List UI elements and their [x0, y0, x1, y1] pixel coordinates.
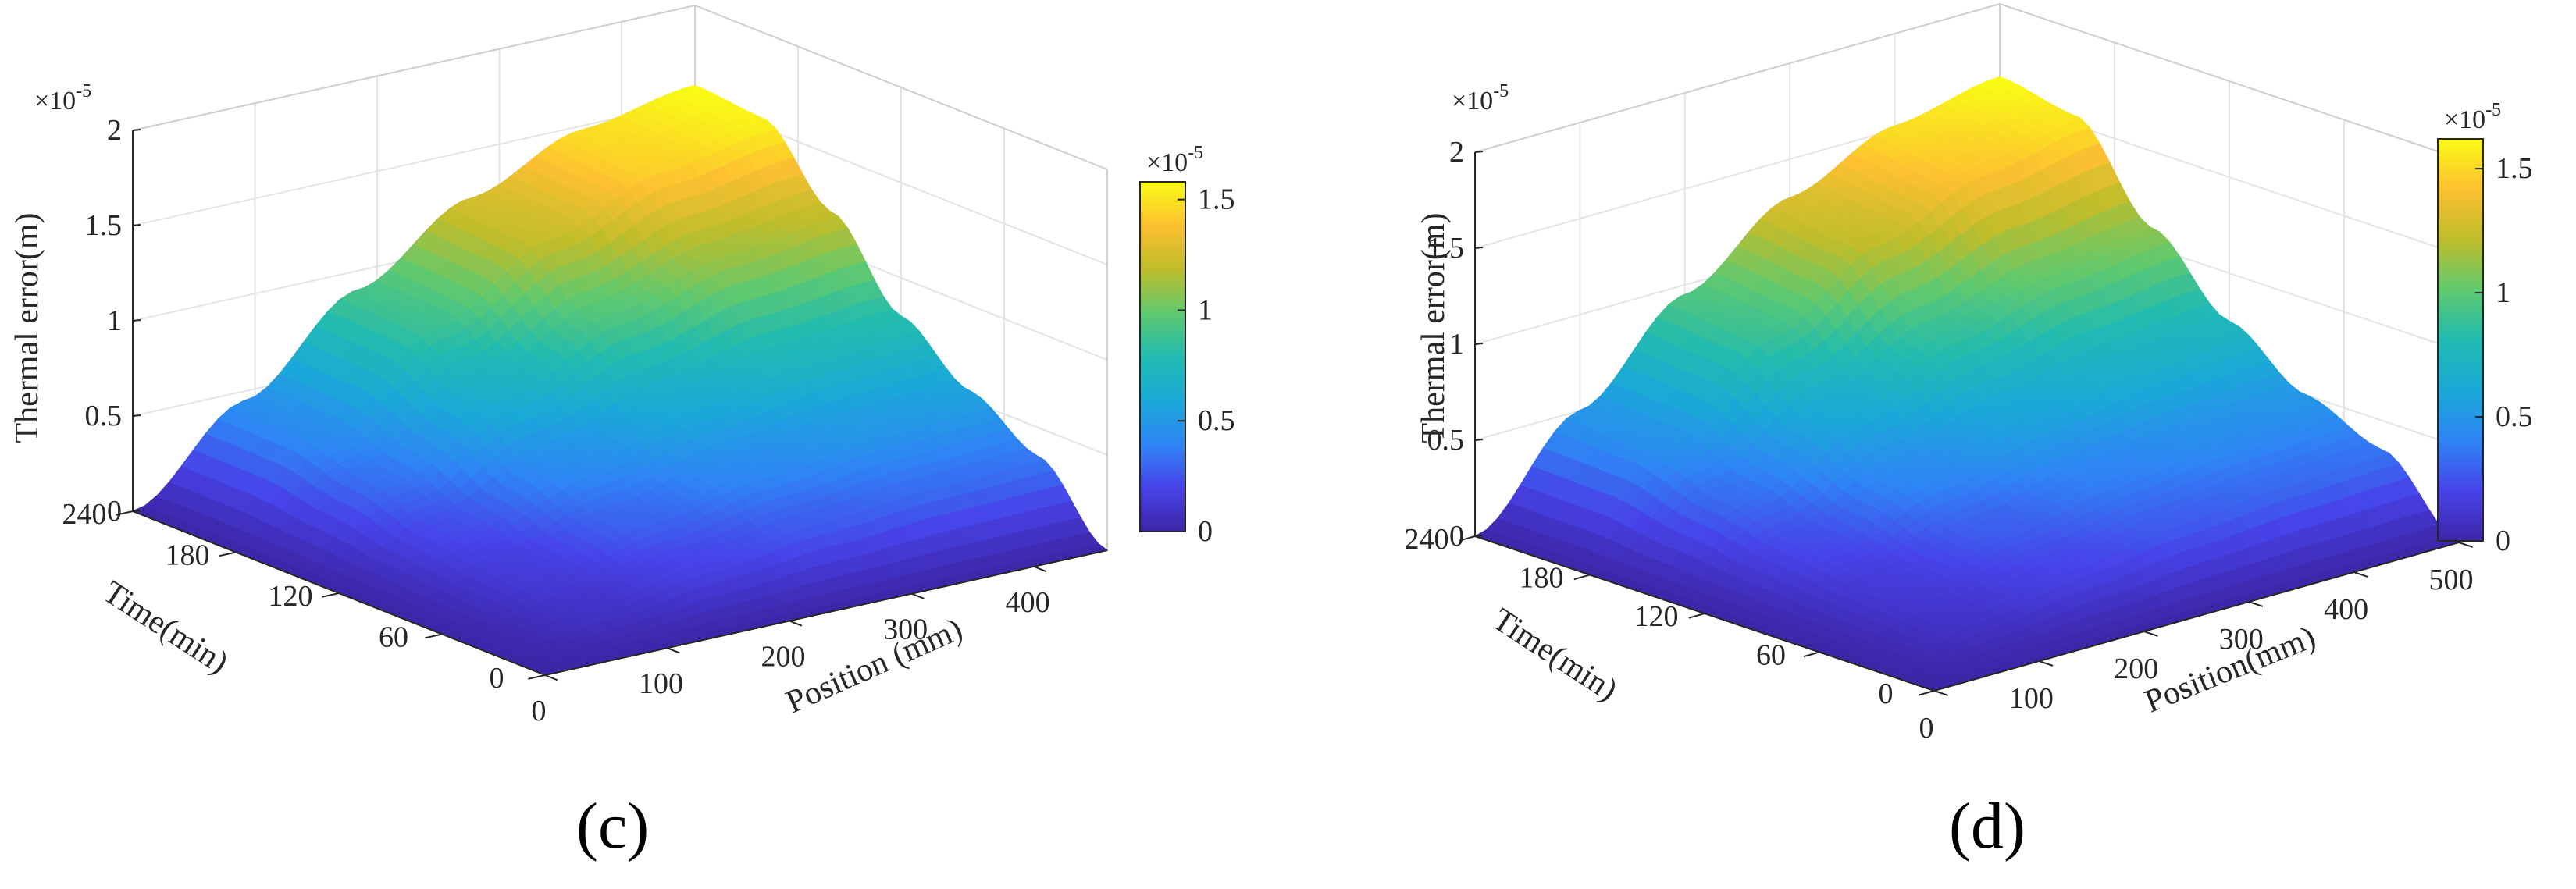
- x-tick-label: 100: [639, 667, 683, 700]
- colorbar-gradient: [2437, 138, 2484, 542]
- z-tick-label: 2: [1449, 136, 1464, 169]
- colorbar: 0 0.5 1 1.5 ×10-5: [2437, 100, 2533, 557]
- y-tick-label: 120: [269, 580, 313, 613]
- x-tick-label: 200: [761, 640, 806, 673]
- colorbar-tick-label: 1: [2496, 276, 2510, 309]
- z-tick-label: 0: [107, 495, 122, 528]
- y-tick-label: 240: [1405, 523, 1449, 556]
- x-tick-label: 0: [1919, 712, 1934, 745]
- z-tick-label: 1: [1449, 328, 1464, 361]
- colorbar-tick-label: 1.5: [2496, 152, 2533, 185]
- z-axis-label: Thermal error(m): [1416, 212, 1452, 443]
- z-exponent: ×10-5: [34, 81, 91, 116]
- x-tick-label: 0: [532, 695, 547, 727]
- x-tick-label: 400: [2324, 593, 2368, 626]
- z-tick-label: 0.5: [85, 400, 123, 432]
- colorbar-tick-label: 0: [1198, 515, 1213, 548]
- x-tick-label: 500: [2429, 564, 2474, 596]
- z-tick-label: 0: [1449, 520, 1464, 553]
- z-tick-label: 2: [107, 114, 122, 147]
- colorbar: 0 0.5 1 1.5 ×10-5: [1139, 143, 1235, 548]
- y-tick-label: 60: [379, 621, 408, 654]
- z-tick-label: 1.5: [1427, 232, 1465, 265]
- colorbar-tick-label: 0.5: [2496, 400, 2533, 433]
- y-tick-label: 0: [490, 662, 504, 695]
- panel-label-d: (d): [1949, 790, 2026, 862]
- y-tick-label: 180: [1520, 562, 1564, 595]
- x-tick-label: 300: [883, 613, 928, 646]
- z-tick-label: 1.5: [85, 209, 123, 242]
- z-tick-label: 1: [107, 304, 122, 337]
- colorbar-exponent: ×10-5: [1146, 143, 1203, 177]
- y-tick-label: 60: [1756, 639, 1786, 672]
- y-tick-label: 120: [1634, 600, 1679, 633]
- colorbar-exponent: ×10-5: [2444, 100, 2501, 134]
- colorbar-tick-label: 1: [1198, 293, 1213, 326]
- z-axis-label: Thermal error(m): [9, 212, 45, 443]
- x-tick-label: 200: [2114, 653, 2158, 685]
- surface: [1473, 76, 2460, 692]
- x-tick-label: 100: [2009, 682, 2054, 715]
- x-tick-label: 300: [2219, 623, 2264, 656]
- y-tick-label: 0: [1879, 677, 1894, 710]
- x-tick-label: 400: [1006, 586, 1050, 619]
- z-exponent: ×10-5: [1452, 81, 1509, 116]
- surface: [131, 84, 1109, 676]
- z-tick-label: 0.5: [1427, 424, 1465, 457]
- panel-label-c: (c): [576, 790, 650, 862]
- x-axis-label: Position (mm): [781, 611, 967, 720]
- y-tick-label: 240: [62, 498, 107, 531]
- colorbar-tick-label: 1.5: [1198, 183, 1235, 216]
- y-axis-label: Time(min): [97, 574, 234, 681]
- colorbar-gradient: [1139, 181, 1186, 532]
- surface-plot-c: 0 0.5 1 1.5 2 0 100 200 300 400 0 60 120 180 240 Therma…: [9, 4, 1235, 727]
- colorbar-tick-label: 0: [2496, 525, 2510, 557]
- colorbar-tick-label: 0.5: [1198, 404, 1235, 437]
- y-axis-label: Time(min): [1486, 602, 1623, 709]
- y-tick-label: 180: [166, 539, 210, 572]
- surface-plot-d: 0 0.5 1 1.5 2 0 100 200 300 400 500 0 60 120 180 240 The…: [1405, 2, 2533, 745]
